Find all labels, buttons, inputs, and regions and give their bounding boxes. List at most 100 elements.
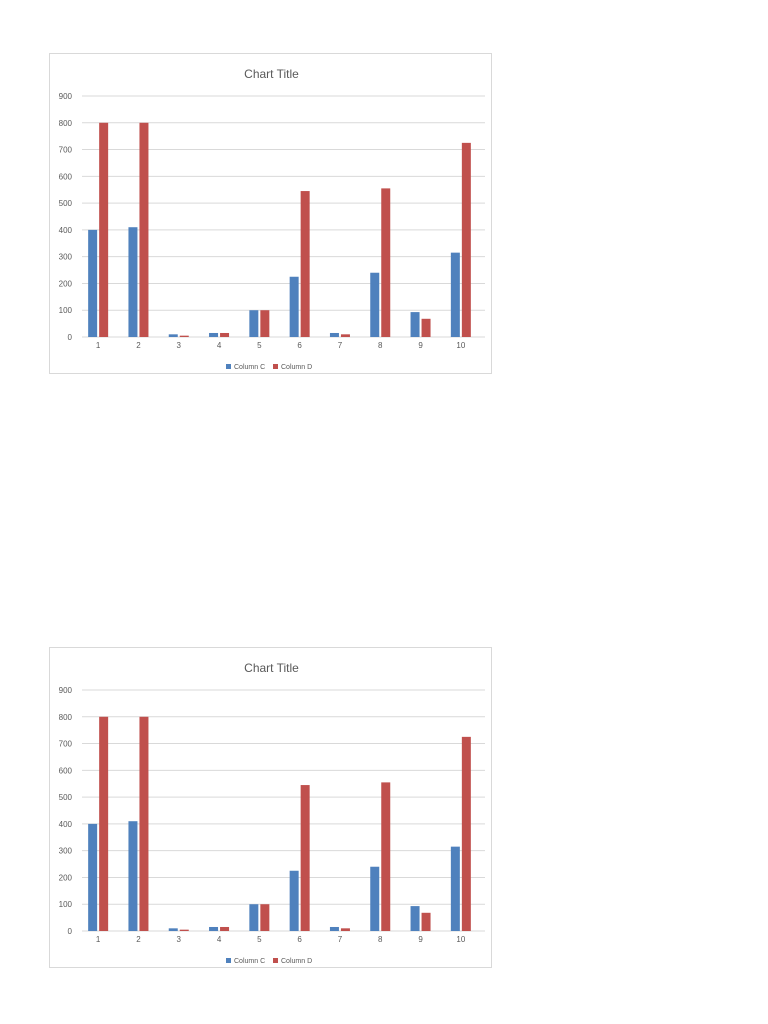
bar-column-c	[168, 334, 178, 337]
bar-column-c	[329, 926, 339, 931]
legend: Column C Column D	[226, 958, 312, 965]
x-tick-label: 4	[217, 341, 222, 350]
bar-column-c	[370, 272, 380, 337]
x-axis-ticks: 1 2 3 4 5 6 7 8 9 10	[96, 341, 466, 350]
legend-swatch-column-d	[273, 364, 278, 369]
legend-swatch-column-c	[226, 364, 231, 369]
x-tick-label: 10	[456, 935, 465, 944]
x-tick-label: 6	[297, 935, 302, 944]
y-tick-label: 100	[59, 900, 73, 909]
x-tick-label: 7	[338, 341, 343, 350]
chart-top-svg: Chart Title 0 100 200 300 400 500 600 700 800 900…	[59, 67, 485, 371]
x-tick-label: 9	[418, 341, 423, 350]
bar-column-d	[139, 716, 149, 931]
x-tick-label: 8	[378, 935, 383, 944]
x-tick-label: 2	[136, 935, 141, 944]
bar-column-d	[260, 310, 270, 337]
legend-label-column-c: Column C	[234, 364, 265, 371]
y-axis-ticks: 0 100 200 300 400 500 600 700 800 900	[59, 686, 73, 936]
bar-column-d	[300, 191, 310, 337]
y-tick-label: 800	[59, 713, 73, 722]
y-tick-label: 300	[59, 253, 73, 262]
x-tick-label: 1	[96, 935, 101, 944]
bar-column-c	[289, 276, 299, 337]
bar-column-c	[88, 823, 98, 931]
bar-column-c	[249, 310, 259, 337]
y-tick-label: 800	[59, 119, 73, 128]
y-tick-label: 400	[59, 226, 73, 235]
bar-column-c	[209, 332, 219, 337]
chart-top: Chart Title 0 100 200 300 400 500 600 700 800 900…	[49, 53, 492, 374]
bar-column-d	[461, 142, 471, 337]
x-tick-label: 5	[257, 935, 262, 944]
bar-column-c	[450, 252, 460, 337]
x-tick-label: 9	[418, 935, 423, 944]
bar-column-d	[381, 188, 391, 337]
bar-column-c	[450, 846, 460, 931]
bar-column-d	[179, 929, 189, 931]
bar-column-d	[99, 716, 109, 931]
bar-column-c	[128, 227, 138, 337]
bar-column-c	[168, 928, 178, 931]
gridlines	[82, 95, 485, 338]
bar-column-c	[410, 906, 420, 931]
y-tick-label: 700	[59, 146, 73, 155]
bars	[88, 716, 471, 931]
bar-column-c	[370, 866, 380, 931]
bar-column-d	[139, 122, 149, 338]
y-tick-label: 200	[59, 279, 73, 288]
bar-column-d	[421, 318, 431, 337]
bar-column-d	[300, 785, 310, 931]
chart-title: Chart Title	[244, 67, 299, 81]
x-axis-ticks: 1 2 3 4 5 6 7 8 9 10	[96, 935, 466, 944]
bar-column-d	[340, 928, 350, 931]
y-tick-label: 200	[59, 873, 73, 882]
bar-column-c	[249, 904, 259, 931]
legend-label-column-c: Column C	[234, 958, 265, 965]
legend-label-column-d: Column D	[281, 958, 312, 965]
x-tick-label: 4	[217, 935, 222, 944]
legend-label-column-d: Column D	[281, 364, 312, 371]
bar-column-d	[381, 782, 391, 931]
bar-column-d	[179, 335, 189, 337]
x-tick-label: 3	[177, 341, 182, 350]
legend: Column C Column D	[226, 364, 312, 371]
chart-bottom: Chart Title 0 100 200 300 400 500 600 700 800 900…	[49, 647, 492, 968]
bar-column-d	[99, 122, 109, 338]
y-tick-label: 400	[59, 820, 73, 829]
x-tick-label: 2	[136, 341, 141, 350]
bar-column-c	[209, 926, 219, 931]
y-tick-label: 300	[59, 847, 73, 856]
bar-column-c	[410, 312, 420, 337]
bar-column-d	[260, 904, 270, 931]
bar-column-c	[329, 332, 339, 337]
bar-column-d	[421, 912, 431, 931]
legend-swatch-column-c	[226, 958, 231, 963]
bars	[88, 122, 471, 338]
x-tick-label: 1	[96, 341, 101, 350]
chart-title: Chart Title	[244, 661, 299, 675]
x-tick-label: 7	[338, 935, 343, 944]
y-tick-label: 100	[59, 306, 73, 315]
chart-bottom-svg: Chart Title 0 100 200 300 400 500 600 700 800 900…	[59, 661, 485, 965]
bar-column-c	[128, 821, 138, 931]
y-tick-label: 500	[59, 793, 73, 802]
y-tick-label: 0	[68, 927, 73, 936]
x-tick-label: 8	[378, 341, 383, 350]
y-tick-label: 900	[59, 92, 73, 101]
y-tick-label: 600	[59, 172, 73, 181]
y-tick-label: 500	[59, 199, 73, 208]
x-tick-label: 3	[177, 935, 182, 944]
bar-column-d	[220, 926, 230, 931]
bar-column-c	[88, 229, 98, 337]
bar-column-c	[289, 870, 299, 931]
x-tick-label: 5	[257, 341, 262, 350]
bar-column-d	[220, 332, 230, 337]
y-tick-label: 0	[68, 333, 73, 342]
x-tick-label: 10	[456, 341, 465, 350]
x-tick-label: 6	[297, 341, 302, 350]
bar-column-d	[461, 736, 471, 931]
bar-column-d	[340, 334, 350, 337]
y-axis-ticks: 0 100 200 300 400 500 600 700 800 900	[59, 92, 73, 342]
y-tick-label: 900	[59, 686, 73, 695]
